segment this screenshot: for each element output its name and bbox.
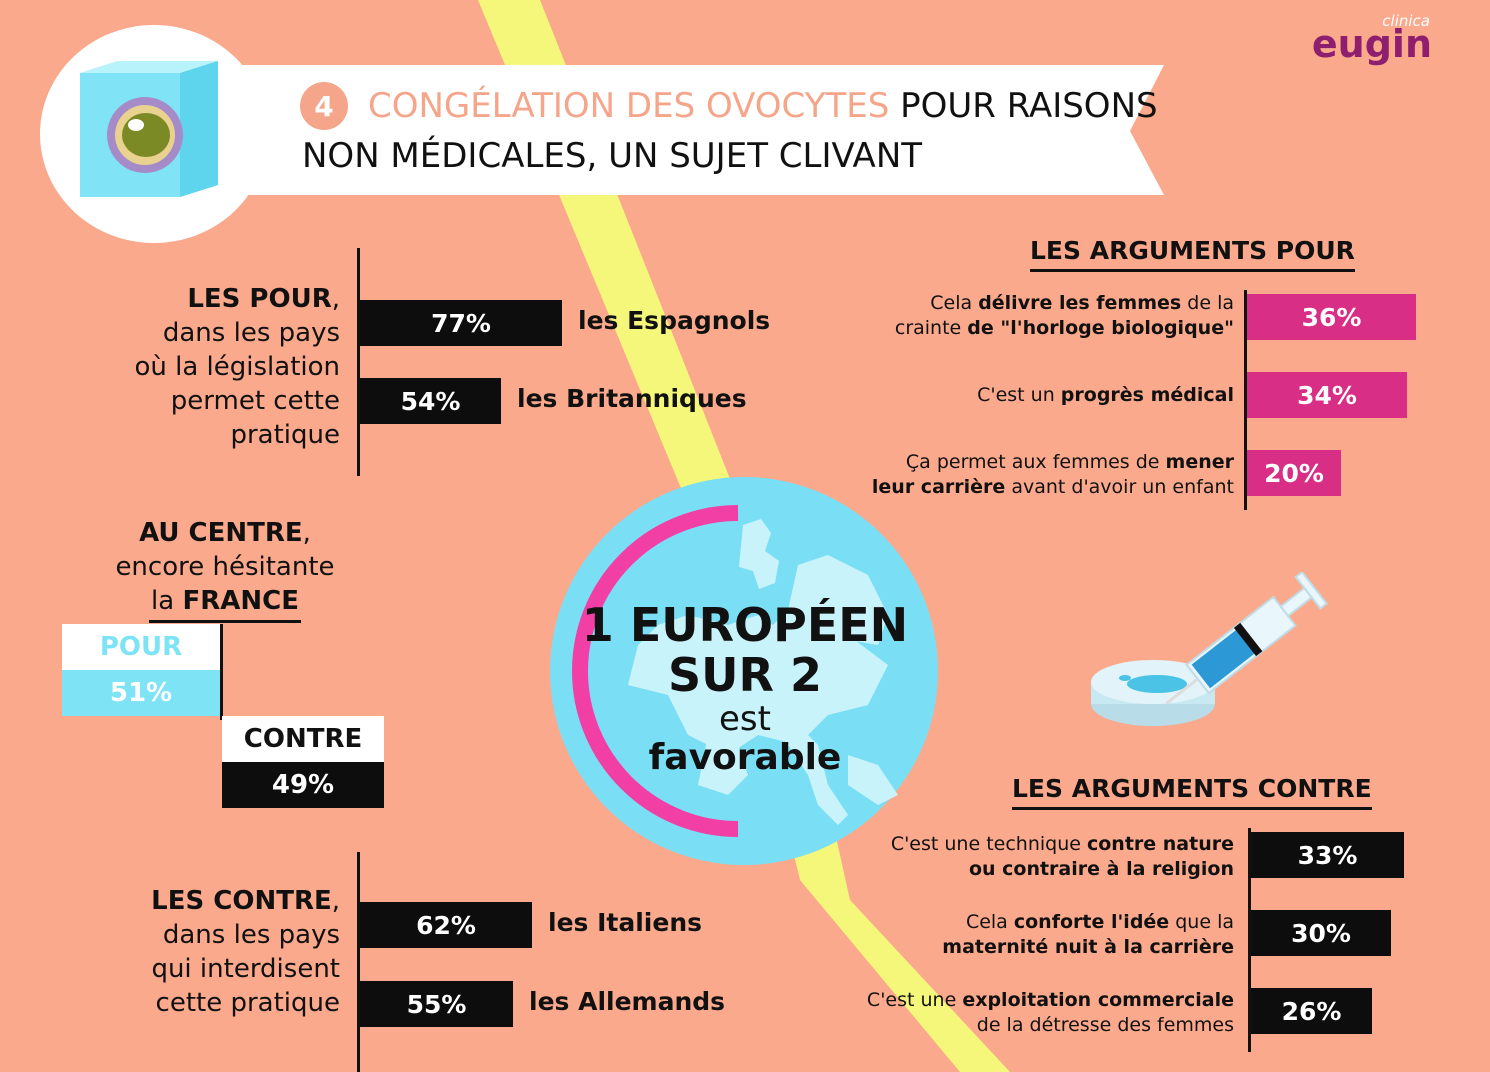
globe-line3: est bbox=[719, 699, 771, 739]
france-pour-label: POUR bbox=[99, 632, 183, 662]
contre-axis-line bbox=[357, 852, 360, 1072]
pour-desc-line: où la législation bbox=[134, 352, 340, 382]
contre-section-text: LES CONTRE, dans les pays qui interdisen… bbox=[151, 884, 340, 1020]
centre-line3-prefix: la bbox=[151, 586, 183, 616]
arg-contre-bar-value: 30% bbox=[1291, 918, 1351, 948]
pour-desc-line: permet cette bbox=[170, 386, 340, 416]
args-contre-axis-line bbox=[1248, 828, 1251, 1052]
arg-contre-bar: 30% bbox=[1251, 910, 1391, 956]
contre-desc-line: qui interdisent bbox=[151, 954, 340, 984]
brand-logo: clinica eugin bbox=[1312, 8, 1460, 68]
pour-country-bar: 54% bbox=[360, 378, 501, 424]
arg-pour-bar: 20% bbox=[1247, 450, 1341, 496]
centre-france: FRANCE bbox=[182, 586, 299, 616]
france-contre-label: CONTRE bbox=[243, 724, 363, 754]
france-pour-value: 51% bbox=[109, 678, 173, 708]
globe-line4: favorable bbox=[648, 737, 842, 778]
pour-desc-line: dans les pays bbox=[162, 318, 340, 348]
syringe-dish-icon bbox=[1091, 572, 1329, 726]
globe-line1: 1 EUROPÉEN bbox=[581, 598, 909, 652]
france-contre-value: 49% bbox=[271, 770, 335, 800]
france-pour-value-bar: 51% bbox=[62, 670, 220, 716]
title-rest: POUR RAISONS bbox=[900, 86, 1158, 126]
france-contre-label-box: CONTRE bbox=[222, 716, 384, 762]
args-pour-heading: LES ARGUMENTS POUR bbox=[1030, 236, 1355, 272]
pour-country-bar-category: les Britanniques bbox=[517, 384, 747, 413]
contre-country-bar-category: les Allemands bbox=[529, 987, 726, 1016]
ice-cube-egg-icon bbox=[80, 61, 218, 197]
arg-contre-desc: Cela conforte l'idée que la maternité nu… bbox=[942, 911, 1234, 958]
centre-axis-line bbox=[220, 624, 223, 720]
arg-contre-bar-value: 26% bbox=[1281, 996, 1342, 1026]
contre-heading-comma: , bbox=[331, 886, 340, 916]
pour-axis-line bbox=[357, 248, 360, 476]
centre-heading: AU CENTRE bbox=[139, 518, 303, 548]
contre-country-bar: 55% bbox=[360, 981, 513, 1027]
europe-globe bbox=[550, 477, 938, 865]
arg-contre-desc: C'est une exploitation commerciale de la… bbox=[866, 989, 1234, 1036]
arg-pour-bar: 34% bbox=[1247, 372, 1407, 418]
pour-country-bar: 77% bbox=[360, 300, 562, 346]
contre-heading: LES CONTRE bbox=[151, 886, 332, 916]
contre-desc-line: cette pratique bbox=[155, 988, 340, 1018]
arg-contre-bar: 33% bbox=[1251, 832, 1404, 878]
arg-pour-desc: C'est un progrès médical bbox=[977, 384, 1234, 406]
contre-country-bar-value: 55% bbox=[406, 989, 467, 1019]
france-contre-value-bar: 49% bbox=[222, 762, 384, 808]
pour-desc-line: pratique bbox=[230, 420, 340, 450]
header-number-badge: 4 bbox=[300, 82, 348, 130]
header-number: 4 bbox=[314, 89, 334, 123]
pour-country-bar-value: 54% bbox=[400, 386, 461, 416]
arg-pour-bar-value: 20% bbox=[1264, 458, 1324, 488]
ice-cube-badge bbox=[40, 25, 268, 243]
arg-pour-desc: Cela délivre les femmes de la crainte de… bbox=[894, 292, 1234, 339]
europe-map-icon bbox=[628, 519, 898, 825]
centre-line2: encore hésitante bbox=[115, 552, 335, 582]
pour-country-bar-value: 77% bbox=[431, 308, 491, 338]
arg-pour-bar: 36% bbox=[1247, 294, 1416, 340]
brand-name-text: eugin bbox=[1311, 22, 1432, 66]
arg-pour-bar-value: 34% bbox=[1297, 380, 1357, 410]
contre-country-bar-category: les Italiens bbox=[548, 908, 703, 937]
france-pour-label-box: POUR bbox=[62, 624, 220, 670]
args-pour-axis-line bbox=[1244, 290, 1247, 510]
brand-small-text: clinica bbox=[1382, 12, 1430, 30]
header-banner bbox=[230, 65, 1164, 195]
globe-line2: SUR 2 bbox=[668, 648, 822, 702]
arg-pour-desc: Ça permet aux femmes de mener leur carri… bbox=[871, 451, 1234, 498]
centre-section-text: AU CENTRE, encore hésitante la FRANCE bbox=[95, 516, 355, 623]
page-title-line2: NON MÉDICALES, UN SUJET CLIVANT bbox=[302, 136, 923, 176]
pour-section-text: LES POUR, dans les pays où la législatio… bbox=[134, 282, 340, 452]
pour-heading-comma: , bbox=[331, 284, 340, 314]
contre-country-bar-value: 62% bbox=[416, 910, 476, 940]
pour-country-bar-category: les Espagnols bbox=[578, 306, 771, 335]
centre-heading-comma: , bbox=[302, 518, 311, 548]
progress-arc bbox=[572, 505, 739, 837]
contre-desc-line: dans les pays bbox=[162, 920, 340, 950]
arg-contre-bar: 26% bbox=[1251, 988, 1372, 1034]
arg-contre-bar-value: 33% bbox=[1297, 840, 1358, 870]
pour-heading: LES POUR bbox=[187, 284, 332, 314]
args-contre-heading: LES ARGUMENTS CONTRE bbox=[1012, 774, 1372, 810]
arg-pour-bar-value: 36% bbox=[1301, 302, 1362, 332]
arg-contre-desc: C'est une technique contre nature ou con… bbox=[890, 833, 1234, 880]
page-title-line1: CONGÉLATION DES OVOCYTES POUR RAISONS bbox=[368, 86, 1158, 126]
globe-text: 1 EUROPÉEN SUR 2 est favorable bbox=[560, 600, 930, 778]
contre-country-bar: 62% bbox=[360, 902, 532, 948]
title-highlight: CONGÉLATION DES OVOCYTES bbox=[368, 86, 890, 126]
